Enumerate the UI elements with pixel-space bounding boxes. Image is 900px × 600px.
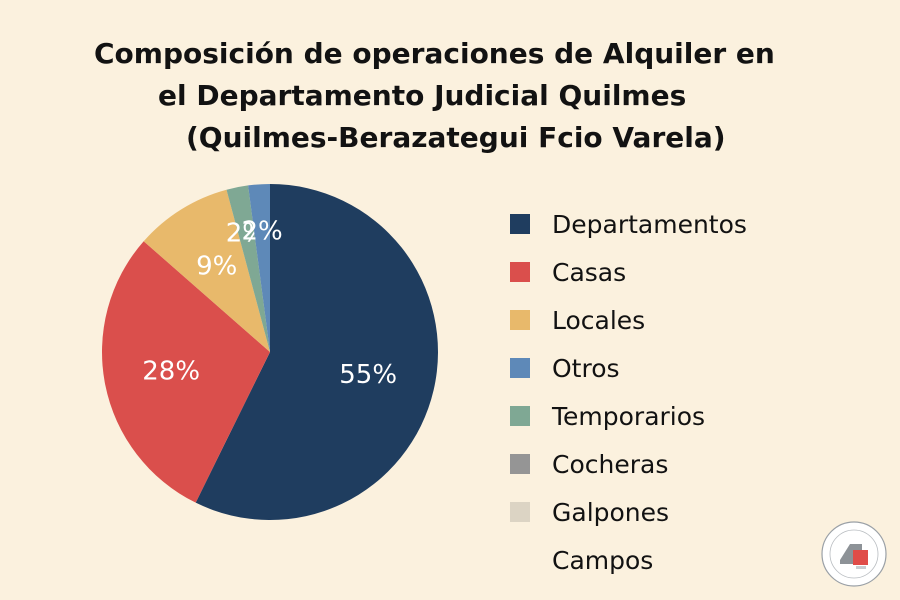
chart-title-line-2: el Departamento Judicial Quilmes bbox=[158, 79, 687, 112]
legend-swatch bbox=[510, 262, 530, 282]
legend-swatch bbox=[510, 358, 530, 378]
legend-label: Otros bbox=[552, 353, 620, 383]
chart-title-line-3: (Quilmes-Berazategui Fcio Varela) bbox=[186, 121, 726, 154]
pie-label-locales: 9% bbox=[196, 251, 237, 281]
pie-label-departamentos: 55% bbox=[339, 360, 397, 390]
institution-seal-logo bbox=[821, 521, 887, 587]
pie-label-otros: 2% bbox=[241, 216, 282, 246]
legend-item-temporarios: Temporarios bbox=[510, 392, 747, 440]
pie-slice-departamentos bbox=[195, 184, 438, 520]
pie-slice-otros bbox=[248, 184, 270, 352]
legend: Departamentos Casas Locales Otros Tempor… bbox=[510, 200, 747, 584]
legend-label: Casas bbox=[552, 257, 627, 287]
legend-item-locales: Locales bbox=[510, 296, 747, 344]
legend-label: Departamentos bbox=[552, 209, 747, 239]
legend-item-departamentos: Departamentos bbox=[510, 200, 747, 248]
legend-label: Campos bbox=[552, 545, 654, 575]
legend-label: Locales bbox=[552, 305, 646, 335]
legend-item-cocheras: Cocheras bbox=[510, 440, 747, 488]
pie-slice-locales bbox=[143, 189, 270, 352]
legend-swatch bbox=[510, 502, 530, 522]
legend-swatch bbox=[510, 406, 530, 426]
legend-label: Galpones bbox=[552, 497, 670, 527]
legend-item-otros: Otros bbox=[510, 344, 747, 392]
legend-label: Temporarios bbox=[552, 401, 706, 431]
legend-swatch bbox=[510, 550, 530, 570]
legend-item-casas: Casas bbox=[510, 248, 747, 296]
pie-slice-casas bbox=[102, 241, 270, 503]
legend-swatch bbox=[510, 454, 530, 474]
legend-item-galpones: Galpones bbox=[510, 488, 747, 536]
legend-item-campos: Campos bbox=[510, 536, 747, 584]
legend-label: Cocheras bbox=[552, 449, 669, 479]
pie-slice-temporarios bbox=[226, 185, 270, 352]
pie-label-casas: 28% bbox=[142, 357, 200, 387]
chart-title-line-1: Composición de operaciones de Alquiler e… bbox=[94, 37, 775, 70]
legend-swatch bbox=[510, 310, 530, 330]
legend-swatch bbox=[510, 214, 530, 234]
